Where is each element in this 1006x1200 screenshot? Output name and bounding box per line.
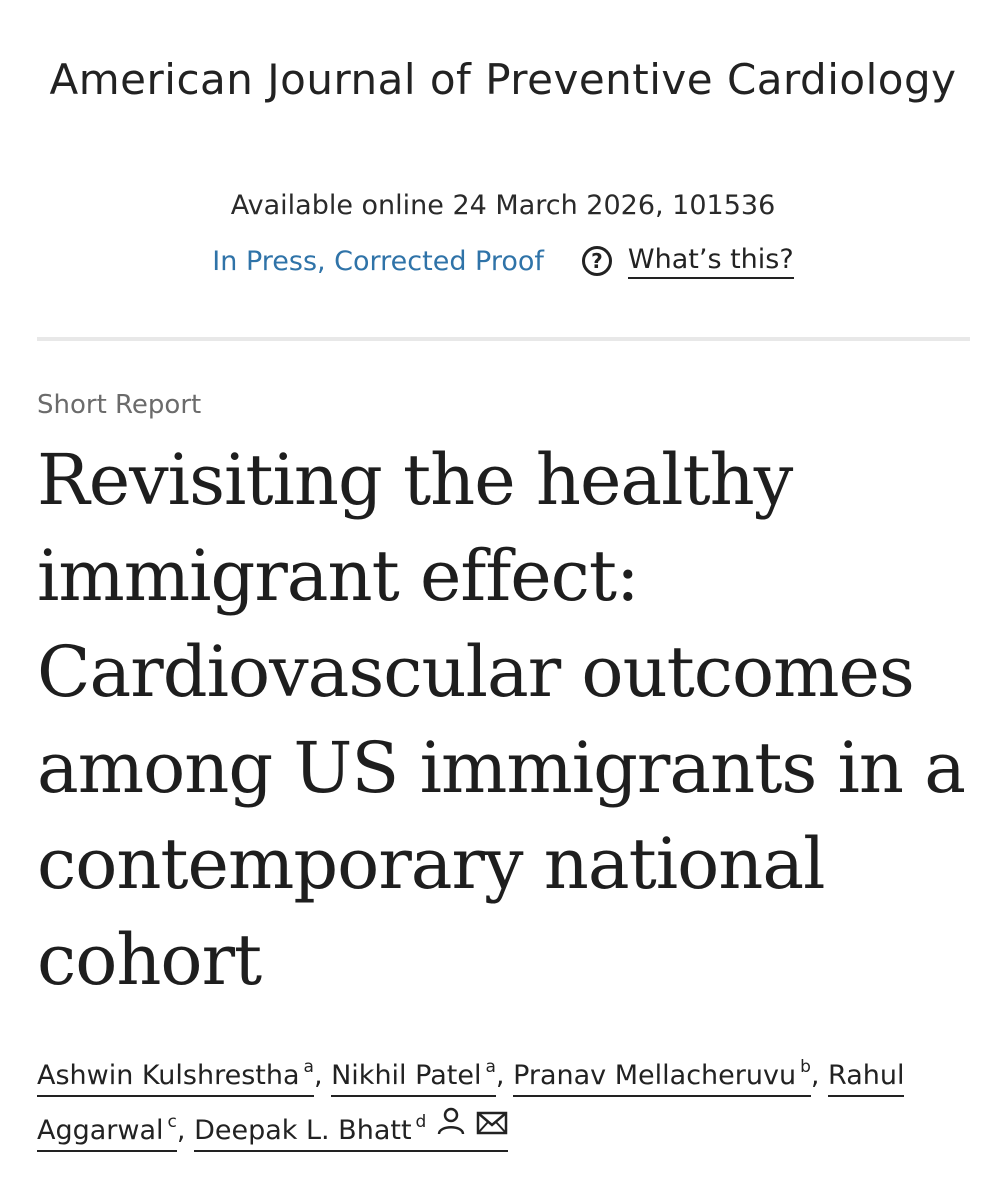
author-link[interactable]: Deepak L. Bhatt d — [194, 1107, 509, 1152]
affiliation-marker: d — [415, 1112, 427, 1132]
author-name: Rahul Aggarwal — [37, 1060, 905, 1146]
affiliation-marker: b — [800, 1057, 811, 1077]
mail-icon[interactable] — [476, 1102, 508, 1154]
journal-title-link[interactable]: American Journal of Preventive Cardiolog… — [49, 55, 957, 104]
affiliation-marker: a — [303, 1057, 314, 1077]
journal-title: American Journal of Preventive Cardiolog… — [0, 44, 1006, 116]
header-divider — [37, 337, 970, 341]
affiliation-marker: c — [167, 1112, 177, 1132]
person-icon[interactable] — [436, 1102, 466, 1154]
status-link[interactable]: In Press, Corrected Proof — [212, 245, 544, 277]
whats-this-link[interactable]: What’s this? — [627, 244, 794, 279]
author-link[interactable]: Pranav Mellacheruvu b — [513, 1057, 811, 1097]
article-type: Short Report — [37, 390, 202, 420]
author-list: Ashwin Kulshrestha a, Nikhil Patel a, Pran… — [37, 1050, 972, 1160]
author-name: Ashwin Kulshrestha — [37, 1060, 300, 1091]
author-name: Deepak L. Bhatt — [194, 1115, 412, 1146]
availability-date: Available online 24 March 2026, 101536 — [230, 190, 776, 221]
author-link[interactable]: Ashwin Kulshrestha a — [37, 1057, 314, 1097]
whats-this-help[interactable]: ? What’s this? — [581, 244, 794, 279]
question-circle-icon[interactable]: ? — [581, 246, 612, 276]
article-title: Revisiting the healthy immigrant effect:… — [37, 439, 966, 1001]
affiliation-marker: a — [485, 1057, 496, 1077]
author-name: Pranav Mellacheruvu — [513, 1060, 797, 1091]
author-link[interactable]: Rahul Aggarwal c — [37, 1060, 905, 1152]
author-link[interactable]: Nikhil Patel a — [331, 1057, 496, 1097]
status-row: In Press, Corrected Proof ? What’s this? — [0, 236, 1006, 286]
author-name: Nikhil Patel — [331, 1060, 482, 1091]
